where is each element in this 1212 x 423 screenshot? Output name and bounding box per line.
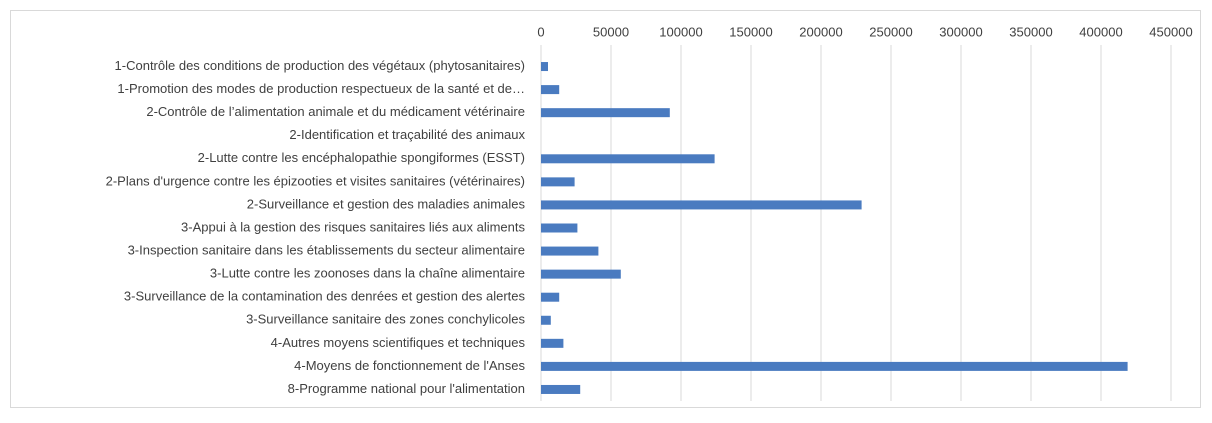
y-tick-label: 3-Lutte contre les zoonoses dans la chaî… (210, 266, 525, 281)
x-tick-label: 200000 (799, 24, 842, 39)
bar (541, 154, 715, 164)
y-tick-label: 4-Moyens de fonctionnement de l'Anses (294, 358, 525, 373)
y-tick-label: 3-Surveillance sanitaire des zones conch… (246, 312, 525, 327)
y-tick-label: 2-Surveillance et gestion des maladies a… (247, 196, 526, 211)
y-tick-label: 3-Appui à la gestion des risques sanitai… (181, 219, 525, 234)
x-tick-label: 150000 (729, 24, 772, 39)
y-tick-label: 8-Programme national pour l'alimentation (288, 381, 525, 396)
y-tick-label: 2-Contrôle de l’alimentation animale et … (146, 104, 525, 119)
bar (541, 62, 548, 72)
y-tick-label: 1-Contrôle des conditions de production … (115, 58, 525, 73)
chart-border (10, 10, 1201, 408)
bar (541, 269, 621, 279)
y-tick-label: 3-Surveillance de la contamination des d… (124, 289, 526, 304)
bar (541, 108, 670, 118)
x-tick-label: 350000 (1009, 24, 1052, 39)
y-tick-label: 2-Plans d'urgence contre les épizooties … (106, 173, 525, 188)
x-tick-label: 400000 (1079, 24, 1122, 39)
bar (541, 384, 581, 394)
y-tick-label: 3-Inspection sanitaire dans les établiss… (128, 243, 525, 258)
y-tick-label: 2-Identification et traçabilité des anim… (289, 127, 525, 142)
x-tick-label: 250000 (869, 24, 912, 39)
bar (541, 246, 599, 256)
x-tick-label: 450000 (1149, 24, 1192, 39)
y-tick-label: 4-Autres moyens scientifiques et techniq… (271, 335, 526, 350)
bar (541, 85, 560, 95)
y-tick-label: 2-Lutte contre les encéphalopathie spong… (198, 150, 525, 165)
x-tick-label: 300000 (939, 24, 982, 39)
y-tick-label: 1-Promotion des modes de production resp… (117, 81, 525, 96)
bar (541, 223, 578, 233)
bar (541, 200, 862, 210)
x-tick-label: 100000 (659, 24, 702, 39)
bar (541, 338, 564, 348)
bar (541, 292, 560, 302)
bar (541, 177, 575, 187)
x-tick-label: 0 (537, 24, 544, 39)
bar (541, 361, 1128, 371)
x-tick-label: 50000 (593, 24, 629, 39)
bar (541, 315, 551, 325)
